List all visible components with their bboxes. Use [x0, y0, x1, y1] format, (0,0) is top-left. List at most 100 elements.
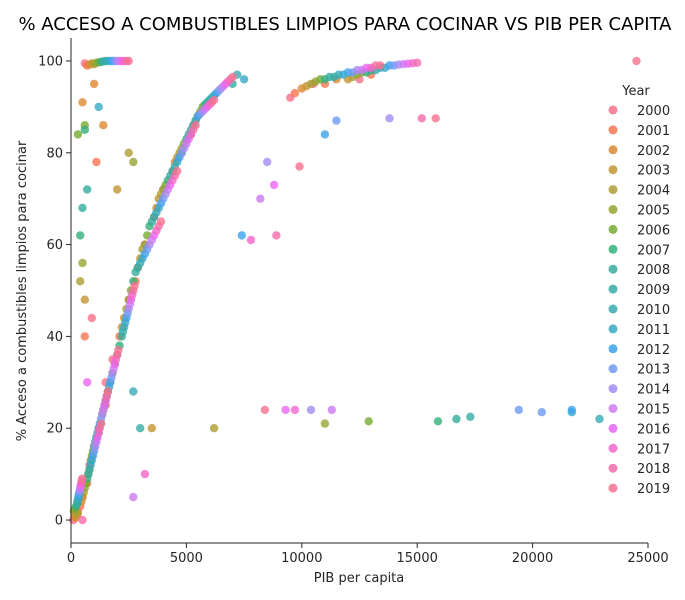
legend-label-2003: 2003 [637, 164, 670, 179]
data-point-2005 [320, 419, 330, 428]
legend-label-2009: 2009 [637, 283, 670, 298]
data-point-2014 [306, 405, 316, 415]
data-point-2017 [246, 235, 256, 245]
x-ticks: 0 5000 10000 15000 20000 25000 [67, 543, 669, 566]
legend-marker-2019 [608, 483, 618, 493]
data-point-2006 [73, 130, 83, 139]
y-tick-label: 100 [38, 54, 63, 69]
data-point-2019 [431, 114, 440, 123]
data-point-2019 [124, 56, 133, 66]
data-point-2009 [466, 412, 475, 421]
y-tick-label: 20 [46, 422, 63, 437]
data-point-2002 [78, 98, 87, 107]
data-point-2015 [327, 405, 336, 415]
legend-marker-2001 [608, 125, 618, 135]
data-point-2013 [332, 116, 341, 125]
data-point-2019 [260, 405, 270, 415]
legend-label-2005: 2005 [637, 204, 670, 219]
data-point-2015 [256, 194, 265, 203]
data-point-2012 [237, 231, 246, 240]
legend-marker-2008 [608, 264, 618, 274]
data-point-2019 [632, 56, 641, 66]
data-point-2019 [156, 217, 166, 226]
legend-label-2008: 2008 [637, 263, 670, 278]
legend-label-2015: 2015 [637, 403, 670, 418]
legend-label-2000: 2000 [637, 104, 670, 119]
legend-label-2017: 2017 [637, 442, 670, 457]
legend: Year 2000 2001 2002 2003 2004 2005 2006 2007 200… [608, 84, 670, 497]
data-point-2016 [281, 405, 290, 415]
data-point-2019 [228, 72, 237, 82]
legend-label-2019: 2019 [637, 482, 670, 497]
data-point-2003 [113, 185, 122, 194]
x-tick-label: 0 [67, 551, 75, 566]
data-point-2016 [269, 180, 279, 190]
data-point-2013 [537, 408, 546, 417]
data-point-2019 [103, 387, 113, 396]
data-point-2018 [272, 231, 281, 240]
y-tick-label: 40 [46, 330, 63, 345]
legend-marker-2002 [608, 145, 618, 155]
data-point-2017 [140, 469, 150, 479]
legend-marker-2014 [608, 384, 618, 394]
legend-marker-2015 [608, 404, 618, 413]
data-point-2016 [83, 378, 92, 387]
data-point-2013 [514, 405, 523, 415]
data-point-2003 [80, 295, 90, 304]
legend-marker-2011 [608, 324, 618, 334]
data-point-2012 [320, 130, 330, 139]
data-point-2008 [83, 185, 92, 194]
legend-label-2016: 2016 [637, 422, 670, 437]
data-point-2001 [92, 157, 101, 167]
data-point-2001 [80, 332, 90, 341]
y-tick-label: 60 [46, 238, 63, 253]
legend-marker-2012 [608, 344, 618, 354]
legend-label-2004: 2004 [637, 184, 670, 199]
legend-marker-2009 [608, 284, 618, 294]
legend-label-2007: 2007 [637, 243, 670, 258]
legend-label-2006: 2006 [637, 223, 670, 238]
data-point-2010 [595, 414, 604, 424]
x-tick-label: 10000 [281, 551, 322, 566]
legend-marker-2007 [608, 244, 618, 254]
chart-title: % ACCESO A COMBUSTIBLES LIMPIOS PARA COC… [18, 14, 672, 35]
data-point-2014 [263, 157, 272, 167]
data-point-2019 [130, 281, 139, 291]
legend-marker-2000 [608, 105, 618, 115]
points-layer [69, 56, 641, 525]
data-point-2003 [147, 424, 156, 433]
data-point-2011 [94, 102, 103, 112]
legend-marker-2013 [608, 364, 618, 374]
data-point-2007 [433, 417, 443, 426]
y-tick-label: 80 [46, 146, 63, 161]
data-point-2009 [136, 424, 145, 433]
data-point-2001 [290, 88, 300, 98]
legend-title: Year [621, 84, 650, 99]
data-point-2010 [129, 387, 138, 396]
legend-marker-2005 [608, 205, 618, 214]
data-point-2011 [239, 75, 249, 84]
x-tick-label: 5000 [170, 551, 203, 566]
y-ticks: 0 20 40 60 80 100 [38, 54, 71, 529]
data-point-2012 [567, 405, 576, 415]
data-point-2000 [87, 313, 97, 323]
legend-label-2010: 2010 [637, 303, 670, 318]
data-point-2019 [295, 162, 304, 171]
x-tick-label: 15000 [397, 551, 438, 566]
y-axis-label: % Acceso a combustibles limpios para coc… [15, 140, 30, 441]
legend-label-2001: 2001 [637, 124, 670, 139]
legend-marker-2004 [608, 185, 618, 195]
legend-label-2014: 2014 [637, 383, 670, 398]
data-point-2005 [129, 157, 138, 167]
legend-label-2012: 2012 [637, 343, 670, 358]
x-tick-label: 20000 [512, 551, 553, 566]
data-point-2006 [364, 417, 373, 426]
data-point-2007 [76, 231, 85, 240]
data-point-2019 [96, 419, 106, 428]
data-point-2008 [452, 414, 461, 424]
x-axis-label: PIB per capita [314, 571, 405, 586]
y-tick-label: 0 [55, 514, 63, 529]
data-point-2004 [124, 148, 133, 157]
data-point-2002 [89, 79, 99, 89]
